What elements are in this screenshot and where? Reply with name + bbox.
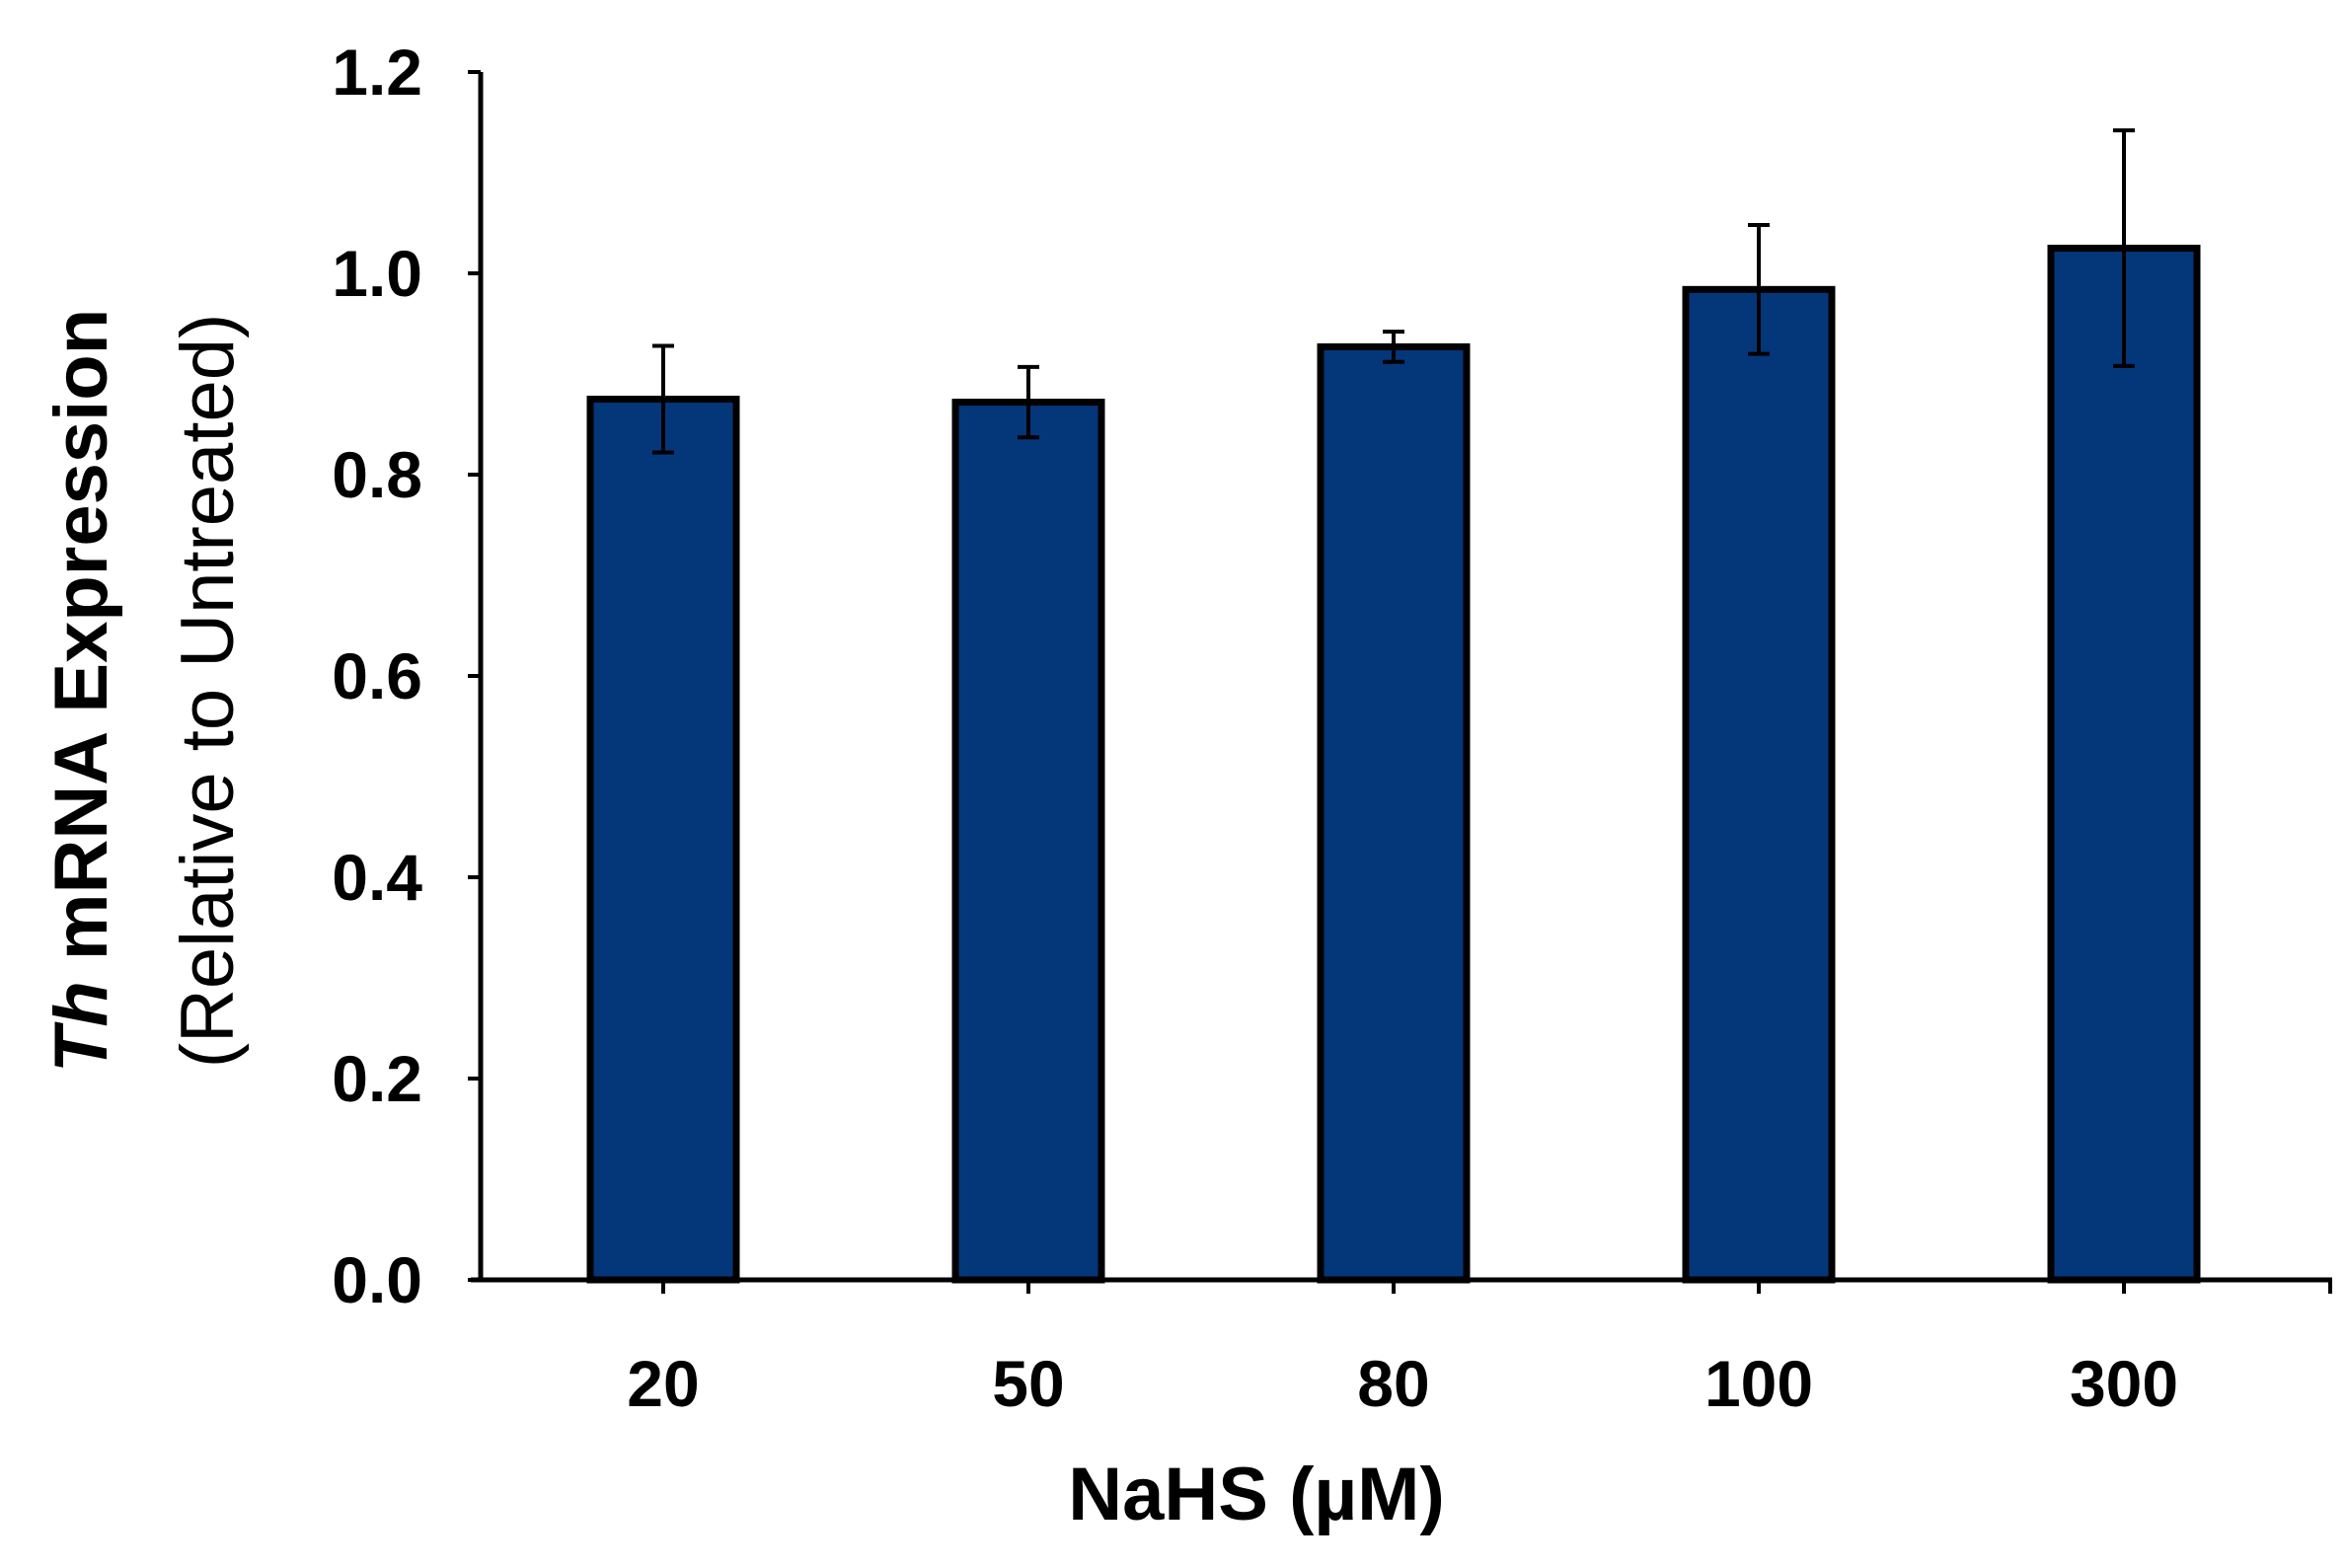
y-tick-label: 0.4 [332, 841, 422, 914]
error-bar-20 [652, 343, 674, 455]
x-axis-title: NaHS (µM) [1068, 1453, 1445, 1536]
y-tick-label: 0.8 [332, 438, 422, 511]
x-ticks-group: 20 50 80 100 300 [627, 1280, 2178, 1420]
y-axis-title-gene: Th [39, 981, 123, 1073]
error-bar-80 [1383, 330, 1404, 364]
x-tick-label: 80 [1357, 1347, 1429, 1420]
y-axis-title-main: mRNA Expression [39, 309, 123, 981]
x-tick-label: 20 [627, 1347, 699, 1420]
x-tick-label: 300 [2070, 1347, 2178, 1420]
bar-80 [1317, 342, 1471, 1284]
bar-300 [2047, 245, 2201, 1284]
y-ticks-group: 0.0 0.2 0.4 0.6 0.8 1.0 1.2 [332, 36, 481, 1316]
bar-50 [951, 399, 1105, 1284]
error-bar-100 [1748, 223, 1770, 356]
y-tick-label: 1.0 [332, 237, 422, 310]
y-tick-label: 0.6 [332, 639, 422, 712]
error-bar-300 [2113, 128, 2135, 368]
x-tick-label: 100 [1704, 1347, 1813, 1420]
y-tick-label: 0.0 [332, 1243, 422, 1316]
y-axis-subtitle: (Relative to Untreated) [166, 314, 250, 1069]
y-tick-label: 1.2 [332, 36, 422, 109]
error-bar-50 [1018, 364, 1039, 440]
x-tick-label: 50 [992, 1347, 1064, 1420]
bars-group [586, 245, 2201, 1284]
error-bars-group [652, 128, 2135, 455]
bar-100 [1682, 285, 1836, 1284]
bar-20 [586, 396, 740, 1284]
y-axis-title: Th mRNA Expression [39, 309, 123, 1073]
y-tick-label: 0.2 [332, 1042, 422, 1115]
